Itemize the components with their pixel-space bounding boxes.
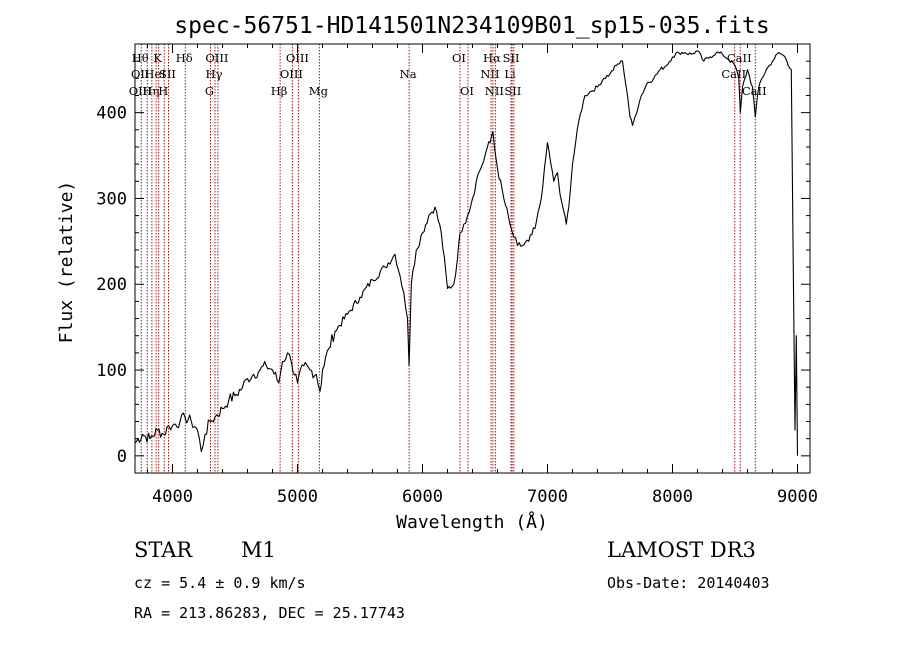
x-tick-label: 6000 bbox=[402, 487, 443, 507]
x-tick-label: 9000 bbox=[777, 487, 818, 507]
spectral-line-label: Hθ bbox=[132, 51, 149, 65]
y-tick-label: 0 bbox=[117, 447, 127, 467]
survey-name: LAMOST DR3 bbox=[607, 538, 756, 562]
spectral-line-label: NII bbox=[485, 84, 504, 98]
spectral-line-markers: HθOIIOIIIHηHeIKHSIIHδGHγOIIIHβOIIIOIIIMg… bbox=[129, 44, 767, 473]
spectral-line-label: CaII bbox=[742, 84, 767, 98]
spectral-line-label: SII bbox=[504, 84, 521, 98]
chart-title: spec-56751-HD141501N234109B01_sp15-035.f… bbox=[174, 13, 769, 39]
redshift-velocity: cz = 5.4 ± 0.9 km/s bbox=[134, 574, 306, 592]
spectral-line-label: Li bbox=[504, 67, 516, 81]
spectral-line-label: OI bbox=[452, 51, 466, 65]
spectral-line-label: Hα bbox=[483, 51, 501, 65]
x-tick-label: 4000 bbox=[152, 487, 193, 507]
y-tick-label: 100 bbox=[96, 361, 127, 381]
x-tick-label: 8000 bbox=[652, 487, 693, 507]
x-tick-label: 7000 bbox=[527, 487, 568, 507]
y-axis-label: Flux (relative) bbox=[56, 181, 77, 344]
spectral-line-label: OIII bbox=[205, 51, 228, 65]
x-tick-label: 5000 bbox=[277, 487, 318, 507]
spectral-line-label: G bbox=[205, 84, 214, 98]
spectral-line-label: Hδ bbox=[176, 51, 193, 65]
spectral-line-label: OI bbox=[460, 84, 474, 98]
spectral-line-label: NII bbox=[480, 67, 499, 81]
x-axis-label: Wavelength (Å) bbox=[396, 511, 548, 533]
observation-date: Obs-Date: 20140403 bbox=[607, 574, 770, 592]
spectral-line-label: Hγ bbox=[206, 67, 223, 81]
y-tick-label: 400 bbox=[96, 104, 127, 124]
spectral-line-label: H bbox=[158, 84, 168, 98]
spectral-line-label: Hη bbox=[142, 84, 159, 98]
spectral-line-label: CaII bbox=[727, 51, 752, 65]
y-tick-label: 200 bbox=[96, 275, 127, 295]
spectral-line-label: OII bbox=[131, 67, 150, 81]
spectrum-line bbox=[134, 50, 799, 456]
spectral-line-label: HeI bbox=[144, 67, 165, 81]
y-tick-label: 300 bbox=[96, 189, 127, 209]
spectral-line-label: K bbox=[153, 51, 162, 65]
spectral-line-label: Hβ bbox=[271, 84, 288, 98]
object-class: STAR bbox=[134, 538, 193, 562]
spectral-line-label: CaII bbox=[721, 67, 746, 81]
spectral-line-label: Na bbox=[400, 67, 417, 81]
spectral-line-label: OIII bbox=[129, 84, 152, 98]
spectral-line-label: SII bbox=[503, 51, 520, 65]
spectral-line-label: SII bbox=[159, 67, 176, 81]
spectral-line-label: Mg bbox=[309, 84, 329, 98]
spectral-line-label: OIII bbox=[280, 67, 303, 81]
sky-coordinates: RA = 213.86283, DEC = 25.17743 bbox=[134, 604, 405, 622]
spectral-line-label: OIII bbox=[286, 51, 309, 65]
plot-frame bbox=[134, 43, 811, 474]
axis-ticks: 4000 5000 6000 7000 8000 9000 0 100 200 300 400 bbox=[96, 44, 818, 507]
object-subclass: M1 bbox=[241, 538, 276, 562]
